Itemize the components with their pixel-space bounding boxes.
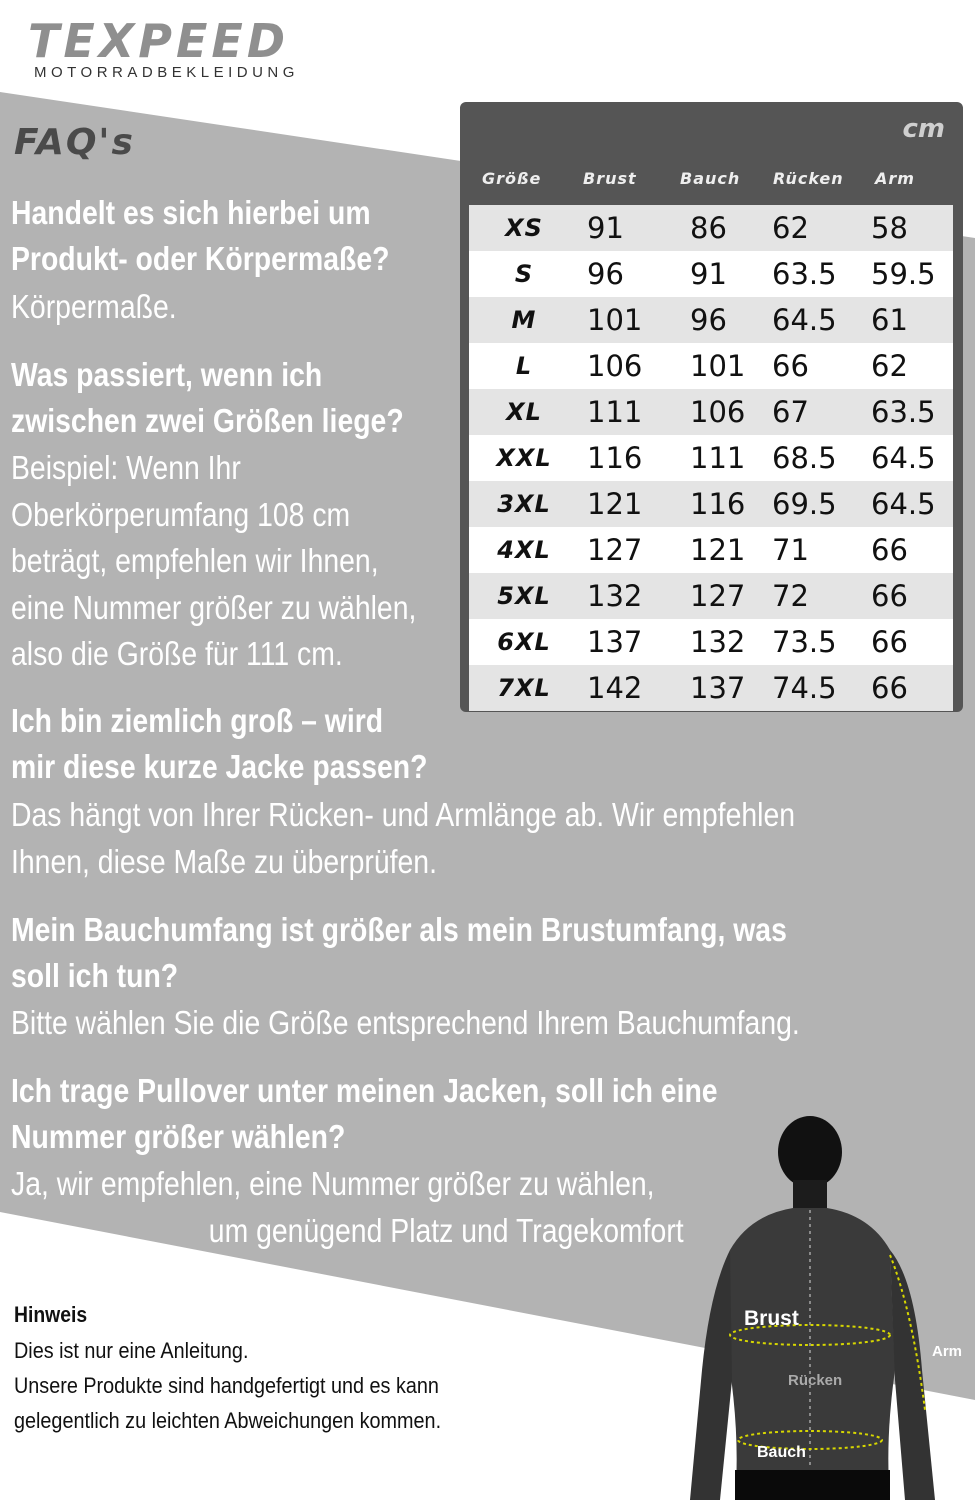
cell-brust: 106 xyxy=(587,349,643,383)
note-line: gelegentlich zu leichten Abweichungen ko… xyxy=(14,1408,442,1433)
table-unit: cm xyxy=(902,114,945,144)
size-table-rows: XS 91 86 62 58 S 96 91 63.5 59.5 M 101 9… xyxy=(469,205,953,711)
cell-arm: 61 xyxy=(871,303,908,337)
table-row: XXL 116 111 68.5 64.5 xyxy=(469,435,953,481)
figure-label-bauch: Bauch xyxy=(757,1444,806,1461)
cell-brust: 111 xyxy=(587,395,643,429)
table-row: 4XL 127 121 71 66 xyxy=(469,527,953,573)
cell-arm: 64.5 xyxy=(871,487,936,521)
cell-brust: 116 xyxy=(587,441,643,475)
cell-brust: 137 xyxy=(587,625,643,659)
cell-arm: 58 xyxy=(871,211,908,245)
table-row: L 106 101 66 62 xyxy=(469,343,953,389)
size-label: M xyxy=(511,306,537,334)
size-label: 3XL xyxy=(497,490,551,518)
figure-label-brust: Brust xyxy=(744,1307,799,1330)
cell-arm: 66 xyxy=(871,533,908,567)
cell-bauch: 127 xyxy=(690,579,746,613)
cell-ruecken: 69.5 xyxy=(772,487,837,521)
cell-bauch: 86 xyxy=(690,211,727,245)
faq-answer-3: Das hängt von Ihrer Rücken- und Armlänge… xyxy=(11,796,796,880)
cell-bauch: 96 xyxy=(690,303,727,337)
cell-ruecken: 73.5 xyxy=(772,625,837,659)
cell-bauch: 132 xyxy=(690,625,746,659)
table-row: 7XL 142 137 74.5 66 xyxy=(469,665,953,711)
faq-answer-4: Bitte wählen Sie die Größe entsprechend … xyxy=(11,1004,800,1041)
cell-ruecken: 71 xyxy=(772,533,809,567)
faq-question-1: Handelt es sich hierbei um Produkt- oder… xyxy=(11,194,390,277)
faq-question-2: Was passiert, wenn ich zwischen zwei Grö… xyxy=(11,356,404,439)
table-row: 5XL 132 127 72 66 xyxy=(469,573,953,619)
faq-question-5: Ich trage Pullover unter meinen Jacken, … xyxy=(11,1072,718,1155)
table-row: S 96 91 63.5 59.5 xyxy=(469,251,953,297)
cell-arm: 59.5 xyxy=(871,257,936,291)
cell-ruecken: 64.5 xyxy=(772,303,837,337)
header-brust: Brust xyxy=(583,169,637,188)
cell-arm: 62 xyxy=(871,349,908,383)
cell-ruecken: 63.5 xyxy=(772,257,837,291)
cell-ruecken: 72 xyxy=(772,579,809,613)
size-table: cm Größe Brust Bauch Rücken Arm XS 91 86… xyxy=(460,102,963,712)
cell-brust: 91 xyxy=(587,211,624,245)
faq-question-4: Mein Bauchumfang ist größer als mein Bru… xyxy=(11,911,787,994)
cell-bauch: 106 xyxy=(690,395,746,429)
size-label: S xyxy=(514,260,534,288)
header-ruecken: Rücken xyxy=(773,169,844,188)
faq-answer-5: Ja, wir empfehlen, eine Nummer größer zu… xyxy=(11,1165,684,1249)
note-line: Unsere Produkte sind handgefertigt und e… xyxy=(14,1373,439,1398)
faq-answer-2: Beispiel: Wenn Ihr Oberkörperumfang 108 … xyxy=(11,449,417,672)
cell-bauch: 91 xyxy=(690,257,727,291)
size-label: 4XL xyxy=(497,536,551,564)
cell-brust: 121 xyxy=(587,487,643,521)
size-label: XS xyxy=(505,214,543,242)
faq-answer-1: Körpermaße. xyxy=(11,288,177,325)
cell-ruecken: 68.5 xyxy=(772,441,837,475)
cell-bauch: 111 xyxy=(690,441,746,475)
header-groesse: Größe xyxy=(482,169,542,188)
cell-bauch: 137 xyxy=(690,671,746,705)
faq-question-3: Ich bin ziemlich groß – wird mir diese k… xyxy=(11,702,428,785)
cell-brust: 96 xyxy=(587,257,624,291)
cell-ruecken: 66 xyxy=(772,349,809,383)
header-bauch: Bauch xyxy=(680,169,741,188)
cell-bauch: 121 xyxy=(690,533,746,567)
cell-arm: 63.5 xyxy=(871,395,936,429)
cell-brust: 142 xyxy=(587,671,643,705)
table-row: 3XL 121 116 69.5 64.5 xyxy=(469,481,953,527)
brand-subtitle: MOTORRADBEKLEIDUNG xyxy=(34,64,299,81)
table-row: 6XL 137 132 73.5 66 xyxy=(469,619,953,665)
cell-brust: 101 xyxy=(587,303,643,337)
size-label: L xyxy=(515,352,533,380)
table-row: M 101 96 64.5 61 xyxy=(469,297,953,343)
cell-ruecken: 67 xyxy=(772,395,809,429)
note-title: Hinweis xyxy=(14,1302,88,1327)
cell-brust: 127 xyxy=(587,533,643,567)
note-line: Dies ist nur eine Anleitung. xyxy=(14,1338,249,1363)
size-label: XXL xyxy=(496,444,552,472)
size-label: 7XL xyxy=(497,674,551,702)
silhouette-figure-icon xyxy=(690,1116,935,1500)
size-label: XL xyxy=(506,398,542,426)
cell-ruecken: 62 xyxy=(772,211,809,245)
cell-arm: 64.5 xyxy=(871,441,936,475)
brand-logo: TEXPEED xyxy=(28,14,290,68)
figure-label-arm: Arm xyxy=(932,1343,963,1360)
figure-label-ruecken: Rücken xyxy=(788,1372,843,1389)
size-label: 6XL xyxy=(497,628,551,656)
table-row: XL 111 106 67 63.5 xyxy=(469,389,953,435)
header-arm: Arm xyxy=(875,169,915,188)
cell-bauch: 116 xyxy=(690,487,746,521)
cell-arm: 66 xyxy=(871,625,908,659)
cell-brust: 132 xyxy=(587,579,643,613)
cell-ruecken: 74.5 xyxy=(772,671,837,705)
cell-arm: 66 xyxy=(871,671,908,705)
cell-bauch: 101 xyxy=(690,349,746,383)
cell-arm: 66 xyxy=(871,579,908,613)
table-row: XS 91 86 62 58 xyxy=(469,205,953,251)
faq-title: FAQ's xyxy=(14,122,135,163)
size-label: 5XL xyxy=(497,582,551,610)
